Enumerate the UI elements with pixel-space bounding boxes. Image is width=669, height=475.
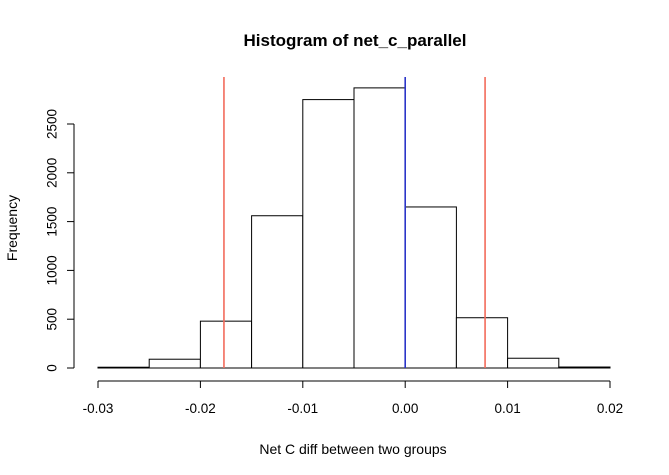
- x-tick-label: 0.01: [494, 401, 520, 416]
- histogram-bar: [302, 99, 355, 369]
- x-tick-label: -0.03: [83, 401, 114, 416]
- y-axis-label: Frequency: [4, 195, 20, 261]
- y-tick-label: 500: [45, 308, 60, 331]
- chart-title: Histogram of net_c_parallel: [244, 31, 467, 50]
- y-tick-label: 1000: [45, 255, 60, 285]
- y-tick-label: 2500: [45, 109, 60, 139]
- histogram-bar: [353, 87, 406, 369]
- histogram-bar: [148, 358, 201, 369]
- histogram-bar: [507, 357, 560, 369]
- histogram-bar: [558, 366, 611, 369]
- x-tick-label: 0.02: [597, 401, 623, 416]
- histogram-bar: [199, 320, 253, 369]
- histogram-bar: [404, 206, 457, 369]
- x-tick-label: -0.01: [287, 401, 318, 416]
- y-tick-label: 2000: [45, 158, 60, 188]
- histogram-bars: [97, 87, 611, 369]
- histogram-bar: [251, 215, 304, 369]
- reference-lines: [223, 77, 486, 368]
- histogram-bar: [97, 366, 150, 369]
- histogram-bar: [455, 317, 509, 369]
- y-axis: 0 500 1000 1500 2000 2500: [45, 109, 75, 372]
- y-tick-label: 0: [45, 364, 60, 372]
- x-tick-label: 0.00: [392, 401, 418, 416]
- x-axis-label: Net C diff between two groups: [259, 441, 446, 457]
- x-axis: -0.03 -0.02 -0.01 0.00 0.01 0.02: [83, 380, 623, 416]
- y-tick-label: 1500: [45, 207, 60, 237]
- x-tick-label: -0.02: [185, 401, 216, 416]
